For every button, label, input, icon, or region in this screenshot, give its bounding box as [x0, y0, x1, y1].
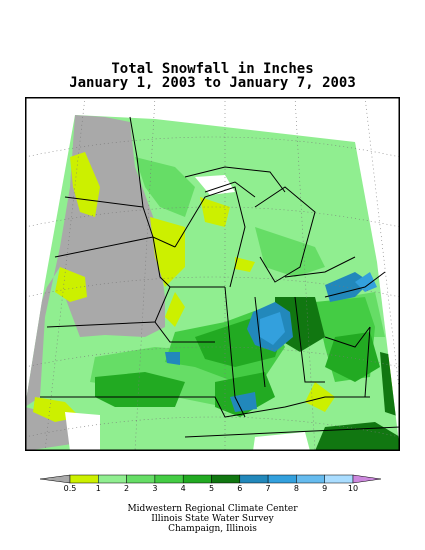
legend-label: 9 [322, 484, 327, 492]
snowfall-map [25, 97, 400, 451]
credit-line-3: Champaign, Illinois [168, 524, 257, 534]
legend-swatch [211, 474, 241, 484]
legend-label: 6 [237, 484, 242, 492]
legend-label: 5 [209, 484, 214, 492]
legend-swatch [182, 474, 212, 484]
graticule [25, 97, 400, 451]
legend-label: 7 [266, 484, 271, 492]
legend-swatch [239, 474, 269, 484]
legend-swatch [296, 474, 325, 484]
legend-swatch [98, 474, 127, 484]
legend-label: 4 [181, 484, 186, 492]
legend-swatch [267, 474, 297, 484]
legend-swatch-below [39, 474, 71, 484]
credit-line-1: Midwestern Regional Climate Center [127, 504, 298, 514]
color-legend: 0.5 1 2 3 4 5 6 7 8 9 10 [39, 474, 382, 492]
legend-label: 0.5 [64, 484, 77, 492]
legend-label: 10 [348, 484, 358, 492]
legend-label: 3 [152, 484, 157, 492]
map-title: Total Snowfall in Inches [111, 61, 314, 77]
legend-swatch [154, 474, 184, 484]
legend-swatch-above [352, 474, 382, 484]
credit-line-2: Illinois State Water Survey [151, 514, 274, 524]
legend-label: 8 [294, 484, 299, 492]
state-boundaries [40, 116, 400, 438]
map-subtitle: January 1, 2003 to January 7, 2003 [69, 75, 356, 91]
legend-swatch [69, 474, 99, 484]
legend-swatch [126, 474, 156, 484]
legend-label: 2 [124, 484, 129, 492]
snowfall-fill [25, 115, 400, 451]
legend-swatch [324, 474, 354, 484]
legend-label: 1 [96, 484, 101, 492]
